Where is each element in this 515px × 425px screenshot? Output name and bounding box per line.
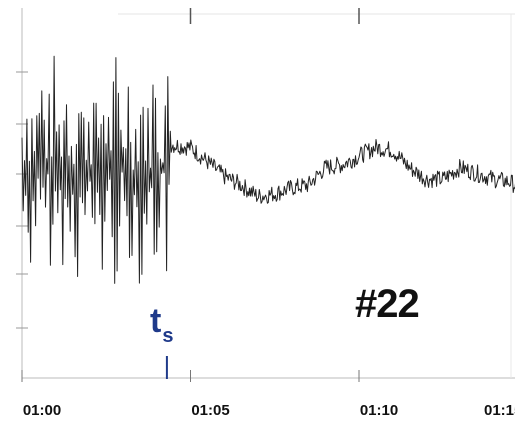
top-tick-marks [189,8,360,24]
ts-marker-label-sub: s [162,325,174,347]
ts-marker-label: ts [150,302,173,347]
x-tick-label-2: 01:10 [359,402,399,419]
plot-frame [21,8,515,379]
chart-annotation: #22 [355,282,420,326]
series-line-0 [21,55,515,284]
x-tick-label-3: 01:15 [484,402,515,419]
x-tick-label-1: 01:05 [191,402,230,419]
y-tick-marks [16,71,28,329]
x-tick-marks [21,370,360,382]
series-layer [21,55,515,284]
x-tick-label-0: 01:00 [22,402,62,419]
ts-marker-label-main: t [150,302,162,340]
